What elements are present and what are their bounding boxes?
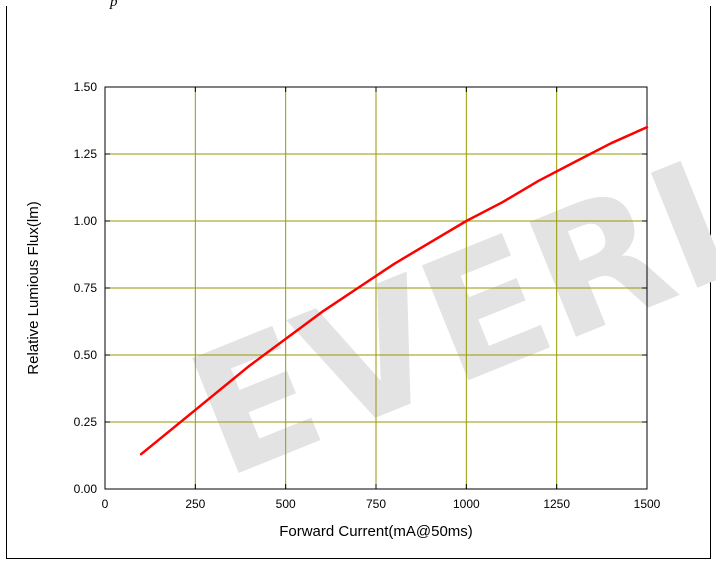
x-tick-label: 250 (185, 497, 205, 511)
y-tick-label: 1.25 (74, 147, 98, 161)
figure-frame: p (6, 0, 711, 559)
x-tick-label: 1000 (453, 497, 480, 511)
y-tick-label: 1.50 (74, 80, 98, 94)
x-tick-label: 500 (276, 497, 296, 511)
series-layer (139, 125, 649, 456)
x-tick-label: 0 (102, 497, 109, 511)
x-axis-title: Forward Current(mA@50ms) (279, 523, 473, 540)
tick-labels: 0 250 500 750 1000 1250 1500 0.00 0.25 0.50 0.75 1.… (74, 80, 661, 511)
y-tick-label: 1.00 (74, 214, 98, 228)
y-tick-label: 0.25 (74, 415, 98, 429)
axis-ticks (104, 86, 648, 490)
x-tick-label: 750 (366, 497, 386, 511)
y-tick-label: 0.00 (74, 482, 98, 496)
series-line (139, 125, 649, 456)
y-tick-label: 0.50 (74, 348, 98, 362)
x-tick-label: 1500 (634, 497, 661, 511)
y-tick-label: 0.75 (74, 281, 98, 295)
grid (104, 86, 648, 490)
header-fragment: p (110, 0, 118, 10)
x-tick-label: 1250 (543, 497, 570, 511)
y-axis-title: Relative Lumious Flux(lm) (25, 201, 42, 374)
watermark-text: EVERI (165, 124, 716, 517)
